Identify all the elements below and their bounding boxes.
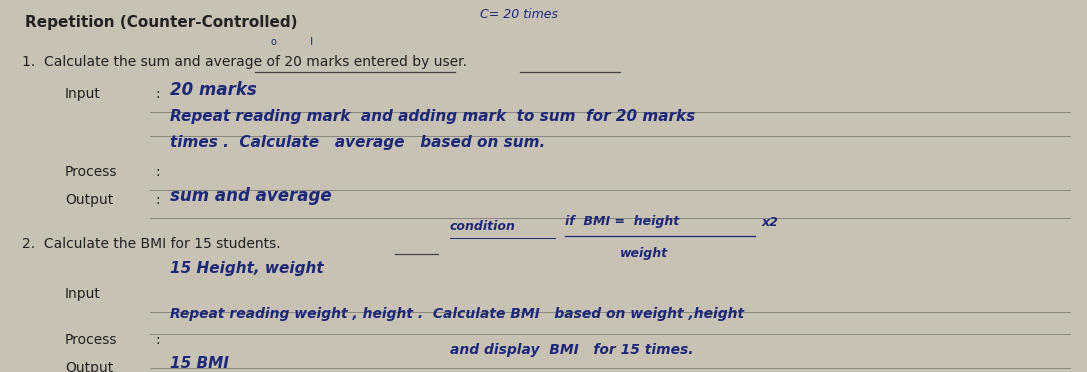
Text: o: o (270, 37, 276, 47)
Text: 2.  Calculate the BMI for 15 students.: 2. Calculate the BMI for 15 students. (22, 237, 280, 251)
Text: x2: x2 (762, 215, 779, 228)
Text: I: I (310, 37, 313, 47)
Text: C= 20 times: C= 20 times (480, 7, 558, 20)
Text: 15 BMI: 15 BMI (170, 356, 229, 372)
Text: 15 Height, weight: 15 Height, weight (170, 260, 324, 276)
Text: if  BMI =  height: if BMI = height (565, 215, 679, 228)
Text: Process: Process (65, 333, 117, 347)
Text: :: : (155, 333, 160, 347)
Text: :: : (155, 193, 160, 207)
Text: condition: condition (450, 219, 516, 232)
Text: 1.  Calculate the sum and average of 20 marks entered by user.: 1. Calculate the sum and average of 20 m… (22, 55, 467, 69)
Text: and display  BMI   for 15 times.: and display BMI for 15 times. (450, 343, 694, 357)
Text: sum and average: sum and average (170, 187, 332, 205)
Text: weight: weight (620, 247, 669, 260)
Text: Output: Output (65, 193, 113, 207)
Text: Input: Input (65, 87, 101, 101)
Text: Repeat reading mark  and adding mark  to sum  for 20 marks: Repeat reading mark and adding mark to s… (170, 109, 696, 124)
Text: Repeat reading weight , height .  Calculate BMI   based on weight ,height: Repeat reading weight , height . Calcula… (170, 307, 745, 321)
Text: :: : (155, 87, 160, 101)
Text: Input: Input (65, 287, 101, 301)
Text: :: : (155, 165, 160, 179)
Text: Repetition (Counter-Controlled): Repetition (Counter-Controlled) (25, 15, 298, 29)
Text: times .  Calculate   average   based on sum.: times . Calculate average based on sum. (170, 135, 546, 151)
Text: Process: Process (65, 165, 117, 179)
Text: 20 marks: 20 marks (170, 81, 257, 99)
Text: Output: Output (65, 361, 113, 372)
